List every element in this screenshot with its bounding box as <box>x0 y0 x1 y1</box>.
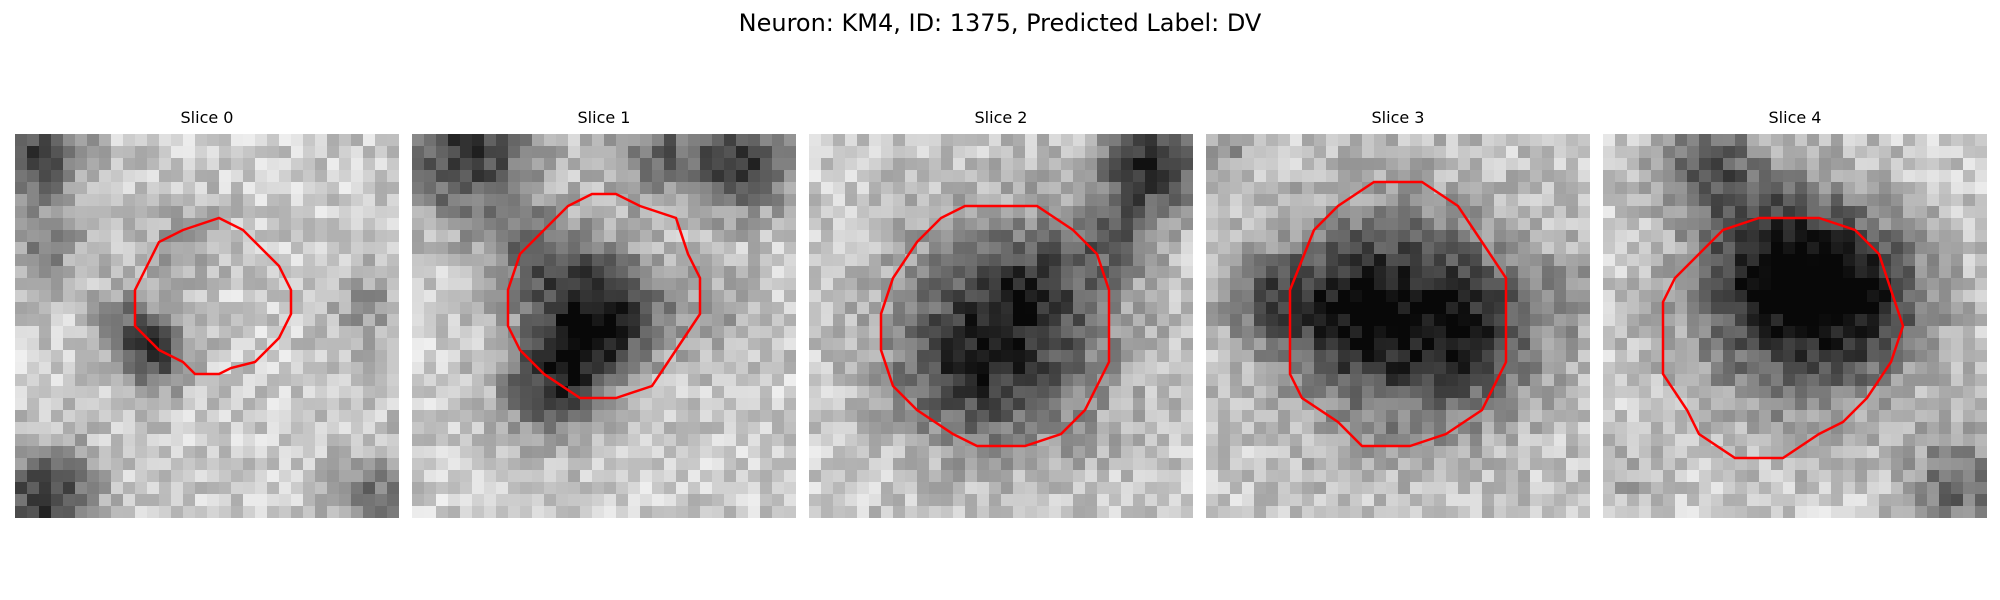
slice-panel-3: Slice 3 <box>1206 108 1590 518</box>
image-pixels <box>1603 134 1987 518</box>
roi-contour <box>506 192 702 400</box>
slice-panel-2: Slice 2 <box>809 108 1193 518</box>
roi-contour <box>133 216 293 376</box>
roi-contour <box>879 204 1111 448</box>
slice-image-3 <box>1206 134 1590 518</box>
slice-title: Slice 2 <box>974 108 1028 127</box>
slice-title: Slice 3 <box>1371 108 1425 127</box>
slice-title: Slice 0 <box>180 108 234 127</box>
slice-image-1 <box>412 134 796 518</box>
slice-image-0 <box>15 134 399 518</box>
slice-title: Slice 1 <box>577 108 631 127</box>
slice-image-4 <box>1603 134 1987 518</box>
figure-title: Neuron: KM4, ID: 1375, Predicted Label: … <box>738 9 1262 37</box>
slice-panel-1: Slice 1 <box>412 108 796 518</box>
slice-panel-0: Slice 0 <box>15 108 399 518</box>
slice-title: Slice 4 <box>1768 108 1822 127</box>
roi-contour <box>1661 216 1905 460</box>
roi-contour <box>1288 180 1508 448</box>
slice-panel-4: Slice 4 <box>1603 108 1987 518</box>
image-pixels <box>809 134 1193 518</box>
image-pixels <box>412 134 796 518</box>
image-pixels <box>15 134 399 518</box>
slice-image-2 <box>809 134 1193 518</box>
image-pixels <box>1206 134 1590 518</box>
